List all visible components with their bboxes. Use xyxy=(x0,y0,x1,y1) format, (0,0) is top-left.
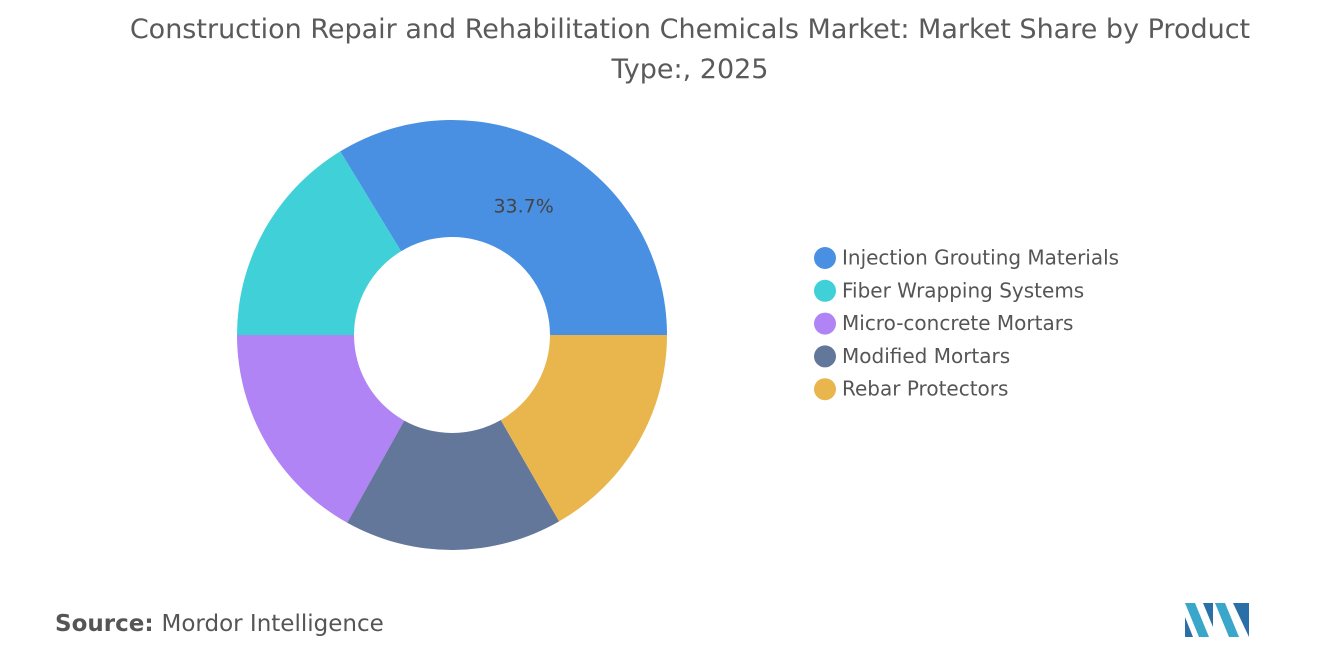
legend-marker xyxy=(814,279,836,302)
slice xyxy=(347,419,560,550)
slice xyxy=(340,120,667,335)
slice xyxy=(237,335,405,523)
legend-label: Modified Mortars xyxy=(842,344,1010,368)
source: Source: Mordor Intelligence xyxy=(55,611,384,637)
legend-label: Rebar Protectors xyxy=(842,377,1008,401)
value-label: 33.7% xyxy=(493,195,553,217)
slice xyxy=(237,151,402,335)
legend-marker xyxy=(814,378,836,401)
legend-marker xyxy=(814,312,836,335)
source-text: Mordor Intelligence xyxy=(161,611,384,637)
source-label: Source: xyxy=(55,611,154,637)
legend-label: Micro-concrete Mortars xyxy=(842,311,1073,335)
chart-title: Construction Repair and Rehabilitation C… xyxy=(129,14,1251,85)
logo xyxy=(1185,603,1249,637)
legend-label: Injection Grouting Materials xyxy=(842,246,1119,270)
legend-marker xyxy=(814,345,836,368)
legend-label: Fiber Wrapping Systems xyxy=(842,278,1084,302)
slice xyxy=(500,335,667,522)
legend-marker xyxy=(814,247,836,269)
